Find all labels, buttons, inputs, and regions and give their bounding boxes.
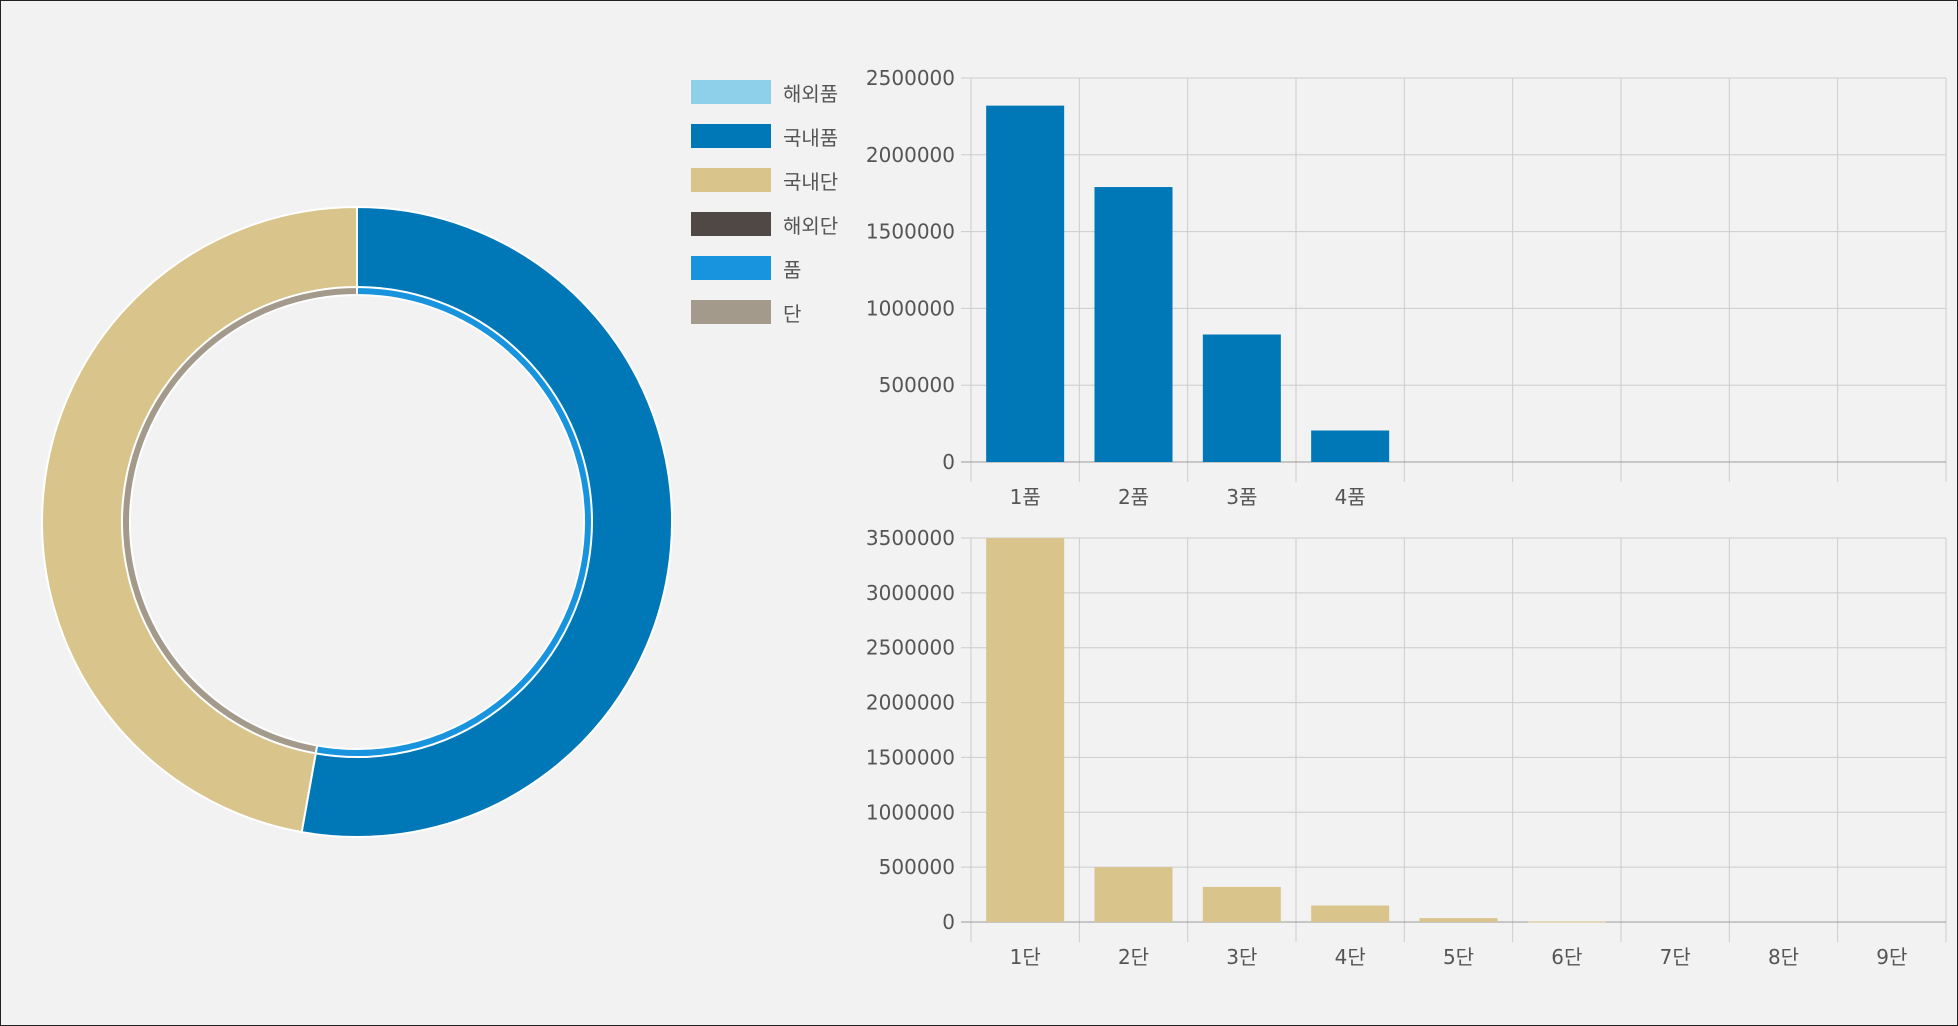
pum-chart-y-tick-label: 2500000 <box>866 66 955 90</box>
dan-chart-y-tick-label: 3000000 <box>866 581 955 605</box>
dan-chart-x-tick-label: 3단 <box>1226 945 1257 969</box>
legend-item[interactable]: 단 <box>691 299 802 326</box>
pum-chart-x-tick-label: 3품 <box>1226 485 1257 509</box>
legend-item[interactable]: 해외단 <box>691 211 839 238</box>
dan-chart-y-tick-label: 500000 <box>879 855 955 879</box>
legend-label: 해외단 <box>783 213 839 238</box>
legend-swatch <box>691 300 771 324</box>
dan-chart-x-tick-label: 9단 <box>1876 945 1907 969</box>
legend-swatch <box>691 212 771 236</box>
dan-chart-bar <box>1419 918 1498 922</box>
pum-chart-x-tick-label: 2품 <box>1118 485 1149 509</box>
legend-item[interactable]: 해외품 <box>691 79 839 106</box>
inner-ring-segment-단 <box>120 285 358 755</box>
legend-label: 단 <box>783 301 802 326</box>
dan-chart-y-tick-label: 1000000 <box>866 800 955 824</box>
legend-swatch <box>691 256 771 280</box>
legend-item[interactable]: 국내단 <box>691 167 839 194</box>
legend-label: 품 <box>783 257 802 282</box>
dan-chart-x-tick-label: 6단 <box>1551 945 1582 969</box>
dan-chart-y-tick-label: 2000000 <box>866 691 955 715</box>
legend-label: 국내품 <box>783 125 839 150</box>
doughnut-chart <box>41 205 673 838</box>
dan-chart-x-tick-label: 7단 <box>1660 945 1691 969</box>
legend-label: 해외품 <box>783 81 839 106</box>
outer-ring-segment-국내품 <box>300 205 673 838</box>
dan-chart-bar <box>1527 921 1606 923</box>
dan-chart-bar <box>986 538 1065 922</box>
pum-chart-y-tick-label: 500000 <box>879 373 955 397</box>
pum-chart-y-tick-label: 1000000 <box>866 296 955 320</box>
bar-chart-dan: 0 500000 1000000 1500000 2000000 2500000 30000… <box>866 526 1947 969</box>
dan-chart-bar <box>1311 905 1390 922</box>
pum-chart-y-tick-label: 2000000 <box>866 143 955 167</box>
legend-swatch <box>691 168 771 192</box>
pum-chart-x-tick-label: 4품 <box>1335 485 1366 509</box>
dan-chart-y-tick-label: 1500000 <box>866 745 955 769</box>
dan-chart-bar <box>1202 886 1281 922</box>
pum-chart-bar <box>1311 430 1390 462</box>
dan-chart-x-tick-label: 1단 <box>1010 945 1041 969</box>
pum-chart-bar <box>986 105 1065 462</box>
bar-chart-pum: 0 500000 1000000 1500000 2000000 2500000 1품 2품 3… <box>866 66 1947 509</box>
legend-swatch <box>691 124 771 148</box>
pum-chart-x-tick-label: 1품 <box>1010 485 1041 509</box>
dan-chart-x-tick-label: 4단 <box>1335 945 1366 969</box>
dan-chart-y-tick-label: 2500000 <box>866 636 955 660</box>
legend-swatch <box>691 80 771 104</box>
dan-chart-y-tick-label: 3500000 <box>866 526 955 550</box>
legend-item[interactable]: 품 <box>691 255 802 282</box>
legend-item[interactable]: 국내품 <box>691 123 839 150</box>
pum-chart-y-tick-label: 1500000 <box>866 220 955 244</box>
dan-chart-x-tick-label: 8단 <box>1768 945 1799 969</box>
pum-chart-bar <box>1202 334 1281 462</box>
dan-chart-y-tick-label: 0 <box>942 910 955 934</box>
dan-chart-bar <box>1094 867 1173 922</box>
dan-chart-x-tick-label: 2단 <box>1118 945 1149 969</box>
legend-label: 국내단 <box>783 169 839 194</box>
pum-chart-bar <box>1094 187 1173 462</box>
pum-chart-y-tick-label: 0 <box>942 450 955 474</box>
dan-chart-x-tick-label: 5단 <box>1443 945 1474 969</box>
